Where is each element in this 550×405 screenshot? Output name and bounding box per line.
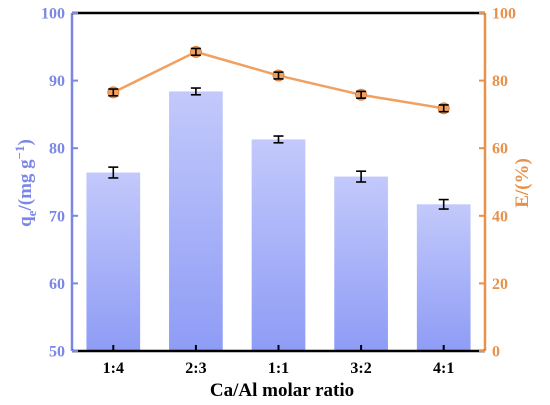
right-tick-label: 100 [492, 6, 516, 23]
bar-3:2 [334, 176, 388, 351]
right-tick-label: 20 [492, 276, 508, 293]
bar-error-1:4 [108, 166, 119, 179]
bar-1:1 [251, 139, 306, 351]
bar-4:1 [416, 204, 471, 351]
bar-2:3 [169, 91, 223, 351]
left-tick-label: 90 [49, 73, 65, 90]
axes [70, 11, 487, 353]
bar-error-2:3 [190, 87, 201, 96]
left-tick-label: 100 [41, 6, 65, 23]
right-tick-label: 0 [492, 344, 500, 361]
left-tick-label: 50 [49, 344, 65, 361]
left-axis-title-rest: /(mg g [15, 159, 36, 212]
right-tick-label: 60 [492, 141, 508, 158]
bar-error-4:1 [438, 198, 449, 210]
left-axis-title-close: ) [15, 139, 36, 145]
line-error-1:1 [273, 71, 284, 80]
x-axis-title: Ca/Al molar ratio [210, 380, 354, 401]
line-series [107, 45, 450, 115]
tick-labels: 50 60 70 80 90 100 0 20 40 60 80 100 1:4 2:3 1:1 3:2 4:1 [41, 6, 516, 378]
line-error-4:1 [438, 104, 449, 113]
line-error-2:3 [190, 47, 201, 57]
line-error-1:4 [108, 88, 119, 97]
left-tick-label: 80 [49, 141, 65, 158]
right-axis-title: E/(%) [512, 158, 533, 208]
line-error-3:2 [356, 90, 367, 99]
right-tick-label: 80 [492, 73, 508, 90]
x-tick-label: 2:3 [185, 360, 206, 377]
x-tick-label: 3:2 [350, 360, 371, 377]
left-axis-title-sub: e [24, 210, 39, 216]
x-tick-label: 1:4 [103, 360, 124, 377]
left-axis-title-main: q [15, 216, 36, 227]
x-tick-label: 4:1 [433, 360, 454, 377]
left-axis-title-sup: −1 [12, 145, 27, 159]
bar-error-3:2 [356, 170, 367, 183]
line-error-bars [108, 47, 449, 113]
bar-1:4 [86, 172, 141, 351]
bar-error-1:1 [273, 135, 284, 144]
bar-error-bars [108, 87, 449, 210]
x-tick-label: 1:1 [268, 360, 289, 377]
left-tick-label: 70 [49, 208, 65, 225]
left-tick-label: 60 [49, 276, 65, 293]
bar-series [86, 91, 471, 351]
left-axis-title: qe/(mg g−1) [12, 139, 39, 227]
right-tick-label: 40 [492, 208, 508, 225]
